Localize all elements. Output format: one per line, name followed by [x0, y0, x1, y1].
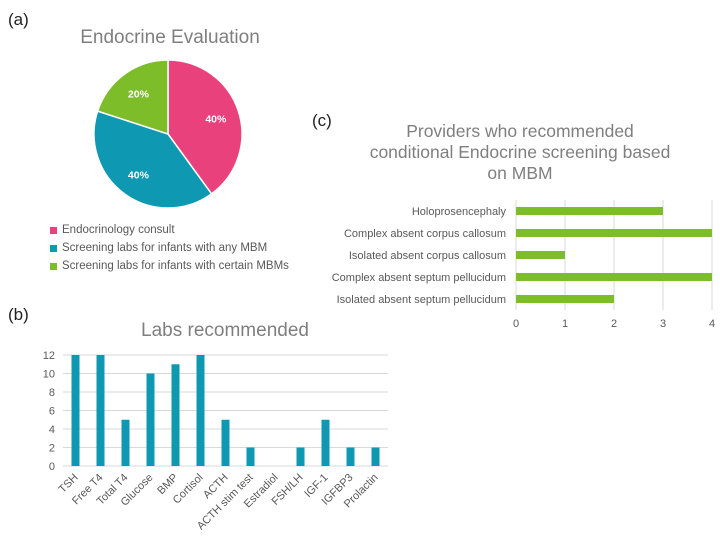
bar [516, 207, 663, 215]
pie-data-label: 40% [205, 113, 227, 125]
providers-title-line: conditional Endocrine screening based [369, 142, 671, 162]
legend-swatch [50, 262, 57, 270]
y-tick-label: Isolated absent corpus callosum [349, 250, 506, 262]
bar [221, 419, 230, 466]
legend-swatch [50, 226, 57, 234]
y-tick-label: 2 [49, 443, 55, 455]
pie-chart-title: Endocrine Evaluation [80, 27, 260, 48]
providers-title-line: on MBM [487, 163, 553, 183]
legend-swatch [50, 244, 57, 252]
providers-chart-title: Providers who recommended conditional End… [340, 121, 700, 184]
y-tick-label: 0 [49, 461, 55, 473]
bar [146, 373, 155, 466]
y-tick-label: 4 [49, 424, 55, 436]
y-tick-label: 12 [43, 350, 55, 362]
x-tick-label: 0 [513, 318, 519, 330]
bar [371, 447, 380, 466]
y-tick-label: Holoprosencephaly [412, 206, 507, 218]
bar [516, 295, 614, 303]
bar [516, 273, 712, 281]
bar [516, 229, 712, 237]
panel-label-a: (a) [8, 10, 29, 29]
pie-data-label: 40% [128, 170, 150, 182]
pie-slice [96, 59, 169, 136]
pie-legend: Endocrinology consult Screening labs for … [50, 221, 289, 275]
bar [296, 447, 305, 466]
bar [121, 419, 130, 466]
bar [96, 355, 105, 466]
legend-label: Screening labs for infants with certain … [62, 260, 289, 272]
bar [171, 364, 180, 466]
bar [516, 251, 565, 259]
legend-item: Endocrinology consult [50, 221, 289, 239]
bar [196, 355, 205, 466]
bar [246, 447, 255, 466]
x-tick-label: 4 [709, 318, 715, 330]
y-tick-label: 10 [43, 369, 55, 381]
legend-label: Screening labs for infants with any MBM [62, 242, 268, 254]
legend-item: Screening labs for infants with certain … [50, 257, 289, 275]
legend-item: Screening labs for infants with any MBM [50, 239, 289, 257]
pie-data-label: 20% [128, 88, 150, 100]
pie-slice [167, 59, 243, 195]
legend-label: Endocrinology consult [62, 224, 175, 236]
bar [346, 447, 355, 466]
bar [71, 355, 80, 466]
labs-chart-title: Labs recommended [141, 320, 309, 341]
y-tick-label: Complex absent septum pellucidum [332, 272, 506, 284]
providers-title-line: Providers who recommended [406, 121, 634, 141]
pie-slice [93, 110, 213, 209]
y-tick-label: 8 [49, 387, 55, 399]
panel-label-b: (b) [8, 305, 29, 324]
x-tick-label: 1 [562, 318, 568, 330]
y-tick-label: Complex absent corpus callosum [344, 228, 506, 240]
bar [321, 419, 330, 466]
y-tick-label: Isolated absent septum pellucidum [337, 294, 506, 306]
y-tick-label: 6 [49, 406, 55, 418]
x-tick-label: 2 [611, 318, 617, 330]
x-tick-label: 3 [660, 318, 666, 330]
panel-label-c: (c) [312, 111, 332, 130]
